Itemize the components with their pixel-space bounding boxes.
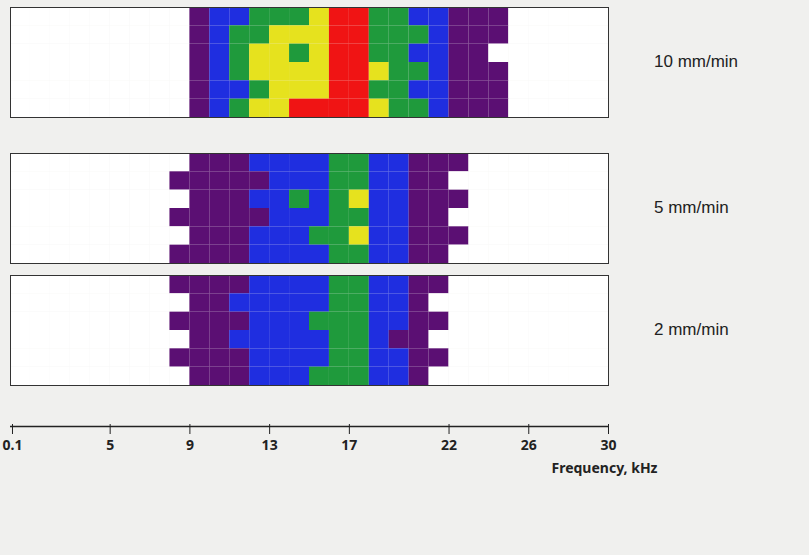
svg-text:30: 30 xyxy=(600,435,616,454)
html-text:5 mm/min: 5 mm/min xyxy=(654,198,729,217)
svg-text:17: 17 xyxy=(341,435,357,454)
svg-text:0.1: 0.1 xyxy=(3,435,23,454)
svg-text:13: 13 xyxy=(262,435,278,454)
html-text:10 mm/min: 10 mm/min xyxy=(654,52,739,71)
svg-text:Frequency, kHz: Frequency, kHz xyxy=(551,458,657,477)
svg-text:26: 26 xyxy=(521,435,537,454)
svg-text:22: 22 xyxy=(441,435,457,454)
svg-text:9: 9 xyxy=(186,435,194,454)
svg-text:5: 5 xyxy=(106,435,114,454)
html-text:2 mm/min: 2 mm/min xyxy=(654,320,729,339)
